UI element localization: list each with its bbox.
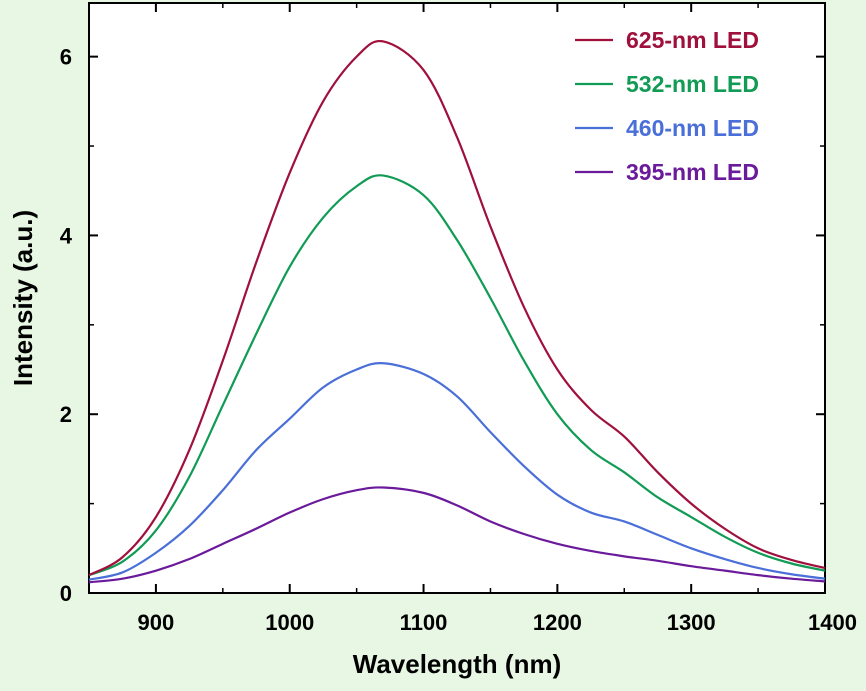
legend: 625-nm LED 532-nm LED 460-nm LED 395-nm LED <box>575 27 759 185</box>
plot-frame <box>88 2 826 594</box>
y-tick-label: 6 <box>60 45 72 70</box>
series-line-625-nm-led <box>88 39 826 577</box>
series-line-460-nm-led <box>88 362 826 581</box>
tick-labels: 900 1000 1100 1200 1300 1400 0 2 4 6 <box>60 45 857 635</box>
legend-label: 460-nm LED <box>626 115 759 141</box>
x-tick-label: 1000 <box>265 610 314 635</box>
legend-label: 395-nm LED <box>626 159 759 185</box>
x-tick-label: 1100 <box>400 610 448 635</box>
legend-label: 625-nm LED <box>626 27 759 53</box>
series-group <box>88 39 826 584</box>
x-tick-label: 1400 <box>808 610 857 635</box>
x-tick-label: 1300 <box>667 610 716 635</box>
x-tick-label: 900 <box>138 610 175 635</box>
legend-label: 532-nm LED <box>626 71 759 97</box>
axis-ticks <box>88 3 826 594</box>
y-tick-label: 2 <box>60 402 72 427</box>
x-tick-label: 1200 <box>533 610 582 635</box>
series-line-532-nm-led <box>88 174 826 577</box>
y-tick-label: 4 <box>60 223 73 248</box>
series-line-395-nm-led <box>88 486 826 584</box>
x-axis-title: Wavelength (nm) <box>353 649 561 679</box>
y-axis-title: Intensity (a.u.) <box>8 210 38 386</box>
y-tick-label: 0 <box>60 581 72 606</box>
